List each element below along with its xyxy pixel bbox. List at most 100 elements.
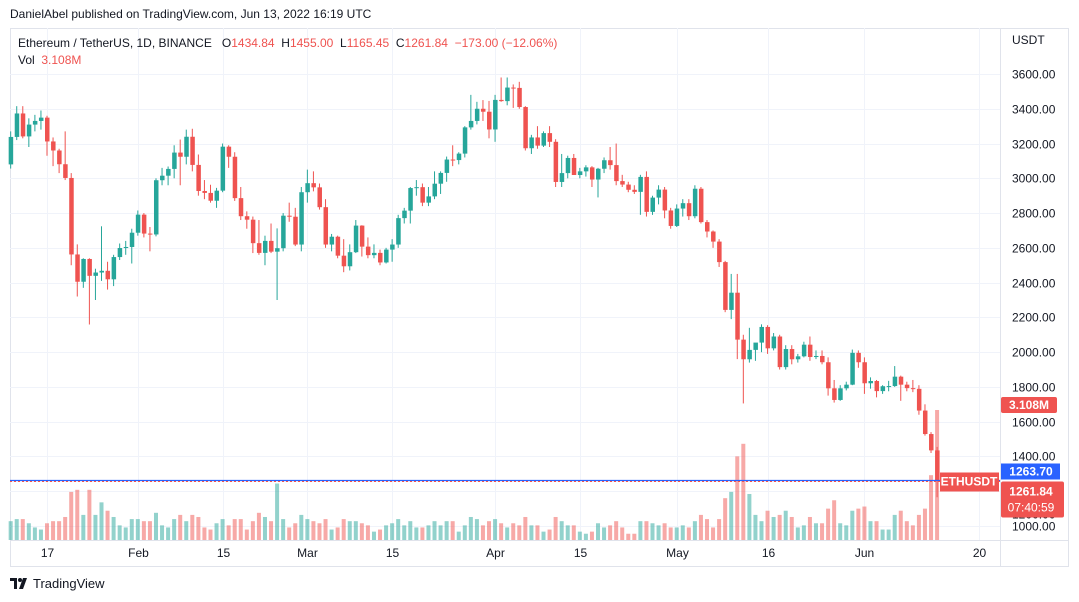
bid-price-tag: 1263.70 [1001,463,1060,480]
candle-body [620,181,625,185]
volume-bar [571,525,576,540]
volume-bar [105,510,110,540]
volume-bar [832,500,837,540]
candle-body [432,183,438,197]
volume-bar [432,521,437,540]
volume-bar [868,521,873,540]
candle-body [396,218,401,245]
volume-bar [293,523,298,540]
last-tag-bg [1001,481,1064,518]
candle-body [250,219,256,244]
price-axis[interactable]: 1000.001200.001400.001600.001800.002000.… [1012,68,1056,534]
volume-bar [123,527,128,540]
volume-bar [378,529,383,540]
volume-bar [529,525,534,540]
volume-bar [111,516,116,540]
candle-body [759,326,764,343]
volume-bar [577,531,582,540]
candle-body [238,198,244,217]
candle-body [602,160,607,169]
volume-bar [147,521,152,540]
candle-body [63,164,68,178]
candle-body [384,249,389,263]
candle-body [135,214,141,233]
candle-body [123,246,129,249]
volume-bar [602,527,607,540]
y-tick-label: 2400.00 [1012,277,1056,291]
candle-body [202,190,207,193]
volume-bar [783,510,788,540]
volume-bar [517,525,522,540]
candle-body [99,270,104,273]
volume-bar [8,521,13,540]
candle-body [608,160,613,166]
volume-bar [826,508,831,540]
volume-bar [620,527,625,540]
candle-body [365,246,371,256]
volume-bar [129,519,134,540]
countdown-text: 07:40:59 [1008,501,1055,515]
time-axis[interactable]: 17 Feb 15 Mar 15 Apr 15 May 16 Jun 20 [41,546,987,560]
volume-label[interactable]: Vol [18,53,35,67]
volume-bar [153,512,158,540]
candle-body [801,344,807,357]
candles [8,77,940,498]
volume-bar [656,525,661,540]
candle-body [856,352,861,363]
y-tick-label: 2800.00 [1012,207,1056,221]
y-tick-label: 2000.00 [1012,346,1056,360]
volume-bar [596,523,601,540]
volume-bar [759,521,764,540]
y-tick-label: 3400.00 [1012,103,1056,117]
volume-bar [359,523,364,540]
candle-body [323,207,329,245]
volume-bar [438,525,443,540]
candle-body [886,386,892,388]
volume-bar [20,519,25,540]
candle-body [408,188,413,211]
tradingview-logo[interactable]: TradingView [10,576,105,591]
volume-bar [717,519,722,540]
candle-body [692,188,698,217]
y-tick-label: 3600.00 [1012,68,1056,82]
candle-body [680,203,686,209]
symbol-description[interactable]: Ethereum / TetherUS, 1D, BINANCE [18,36,212,50]
candle-body [656,189,662,198]
volume-bar [898,510,903,540]
volume-bars [8,410,940,540]
y-tick-label: 2600.00 [1012,242,1056,256]
candle-body [287,215,292,217]
y-tick-label: 1400.00 [1012,450,1056,464]
volume-bar [444,521,449,540]
candle-body [541,133,547,146]
volume-bar [644,521,649,540]
candle-body [535,137,540,146]
volume-bar [390,523,395,540]
candle-body [335,236,341,256]
volume-bar [414,527,419,540]
volume-bar [662,523,667,540]
candle-body [686,203,692,217]
volume-bar [480,525,485,540]
volume-bar [341,519,346,540]
x-tick-label: Feb [128,546,149,560]
volume-bar [57,521,62,540]
candle-body [898,376,904,385]
candle-body [487,111,492,130]
volume-bar [505,527,510,540]
volume-bar [565,525,570,540]
candle-body [850,352,855,385]
candle-body [480,108,486,112]
volume-bar [38,529,43,540]
candle-body [729,292,734,310]
candle-body [596,168,601,180]
volume-bar [311,521,316,540]
volume-bar [456,531,461,540]
volume-bar [711,527,716,540]
volume-bar [553,516,558,540]
candle-body [172,152,177,169]
candle-body [553,141,559,182]
candle-body [8,136,14,165]
x-tick-label: 17 [41,546,55,560]
